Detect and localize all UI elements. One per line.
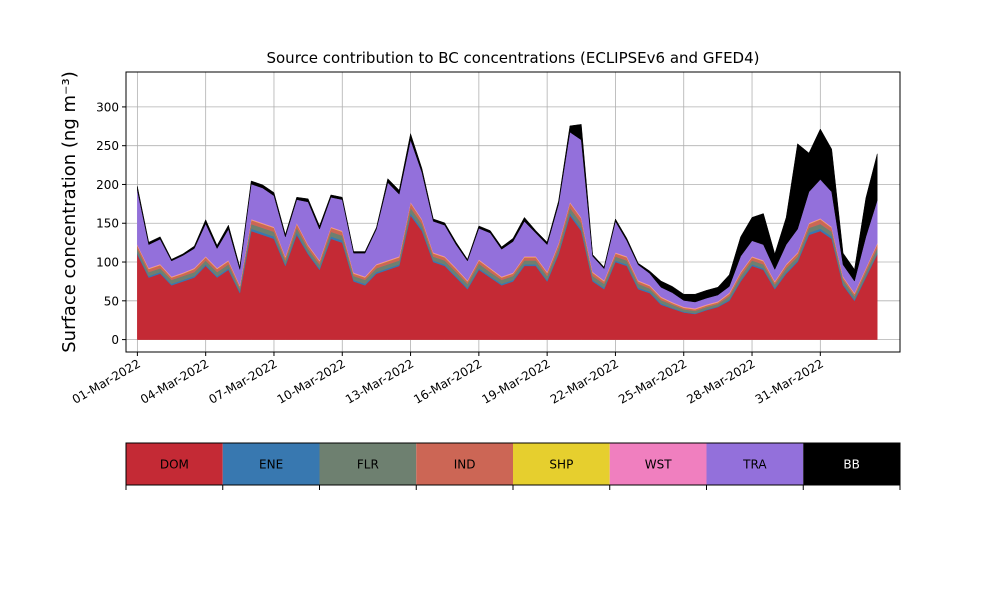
x-axis: 01-Mar-202204-Mar-202207-Mar-202210-Mar-… (70, 352, 826, 407)
plot-frame (125, 71, 901, 353)
y-tick-label: 50 (104, 294, 119, 308)
legend-label-ind: IND (454, 458, 476, 472)
legend-swatch-ene (222, 443, 320, 485)
legend-swatch-tra (706, 443, 804, 485)
area-series-bb (137, 124, 878, 303)
y-tick-label: 250 (96, 139, 119, 153)
legend-label-wst: WST (645, 458, 672, 472)
x-tick-label: 25-Mar-2022 (616, 356, 689, 406)
legend-swatch-ind (416, 443, 513, 485)
legend-swatch-dom (126, 443, 223, 485)
chart-title: Source contribution to BC concentrations… (266, 49, 759, 67)
x-tick-label: 07-Mar-2022 (206, 356, 279, 406)
legend-label-shp: SHP (549, 458, 573, 472)
legend-label-dom: DOM (160, 458, 189, 472)
x-tick-label: 10-Mar-2022 (275, 356, 348, 406)
legend-swatch-shp (513, 443, 610, 485)
x-tick-label: 16-Mar-2022 (411, 356, 484, 406)
x-tick-label: 13-Mar-2022 (343, 356, 416, 406)
x-tick-label: 04-Mar-2022 (138, 356, 211, 406)
x-tick-label: 01-Mar-2022 (70, 356, 143, 406)
legend-swatch-flr (319, 443, 417, 485)
legend-label-flr: FLR (357, 458, 379, 472)
legend-label-bb: BB (843, 458, 859, 472)
y-tick-label: 0 (111, 333, 119, 347)
y-tick-label: 200 (96, 178, 119, 192)
legend-label-ene: ENE (259, 458, 283, 472)
legend-swatch-bb (803, 443, 900, 485)
x-tick-label: 31-Mar-2022 (753, 356, 826, 406)
x-tick-label: 22-Mar-2022 (548, 356, 621, 406)
legend-swatch-wst (609, 443, 707, 485)
x-tick-label: 19-Mar-2022 (480, 356, 553, 406)
y-tick-label: 300 (96, 100, 119, 114)
y-axis: 0 50 100 150 200 250 300 (96, 100, 126, 347)
y-tick-label: 150 (96, 217, 119, 231)
x-tick-label: 28-Mar-2022 (684, 356, 757, 406)
legend-label-tra: TRA (742, 458, 767, 472)
y-tick-label: 100 (96, 256, 119, 270)
stacked-areas (137, 124, 878, 340)
y-axis-label: Surface concentration (ng m⁻³) (59, 71, 80, 353)
legend-colorbar: DOM ENE FLR IND SHP WST TRA BB (125, 442, 901, 490)
